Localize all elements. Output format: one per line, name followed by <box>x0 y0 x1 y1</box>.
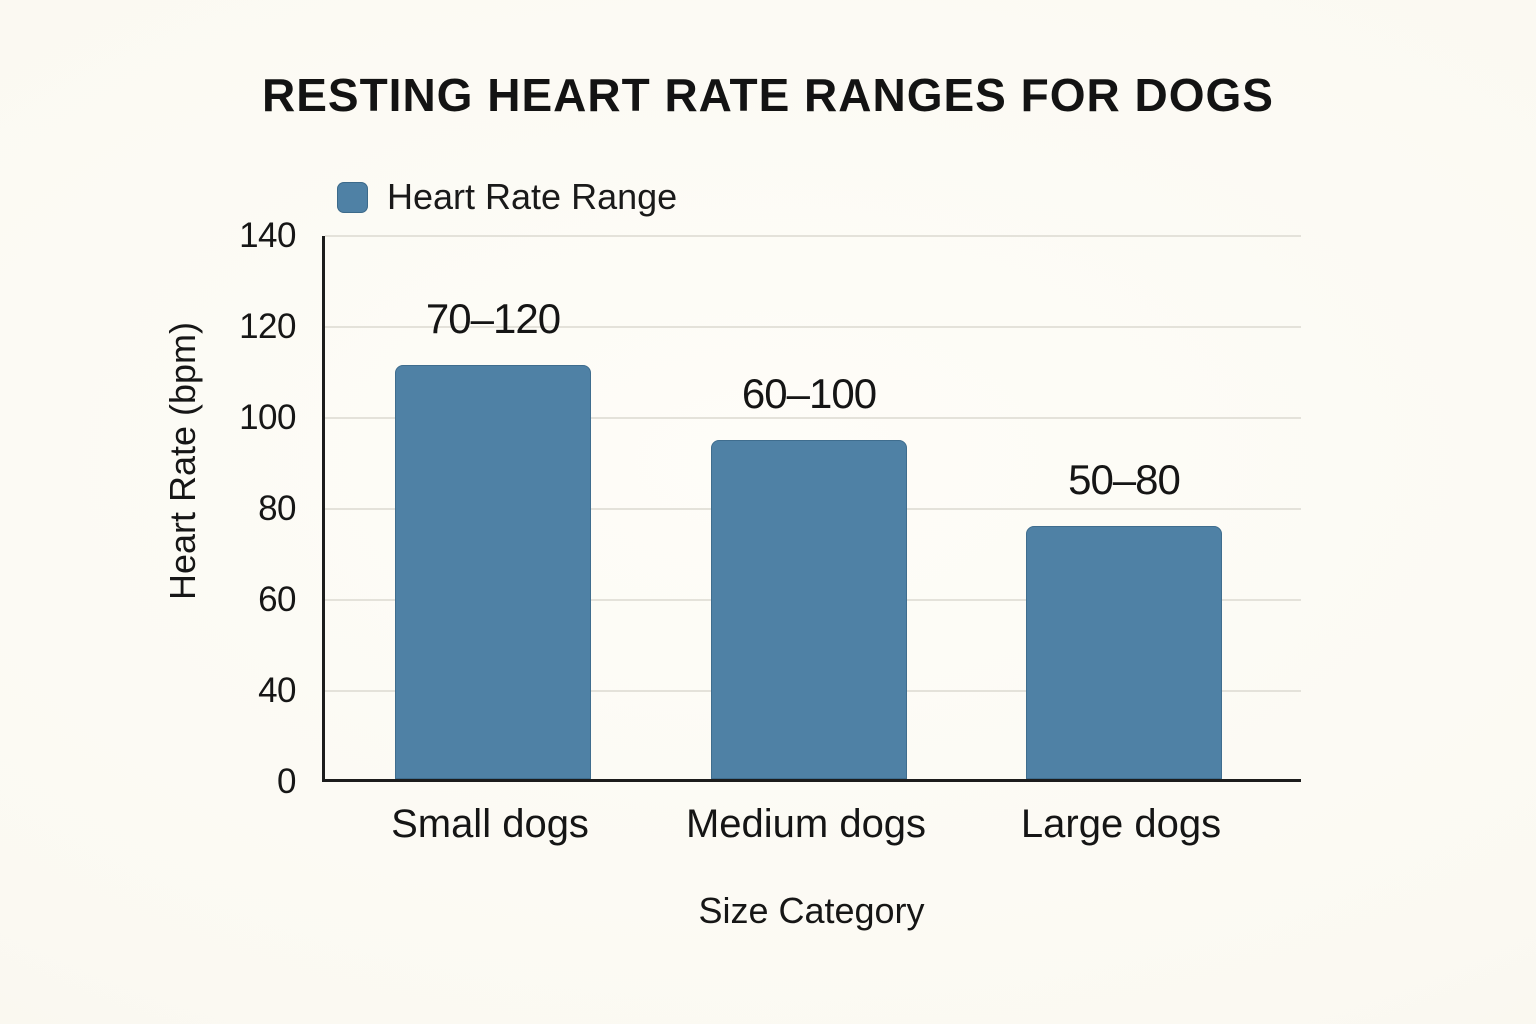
y-tick-label-40: 40 <box>258 671 296 710</box>
y-tick-label-0: 0 <box>277 762 296 801</box>
y-axis-tick-labels: 140 120 100 80 60 40 0 <box>0 216 296 801</box>
y-tick-label-80: 80 <box>258 489 296 528</box>
y-tick-label-100: 100 <box>239 398 296 437</box>
plot-area: 70–120 60–100 50–80 <box>322 235 1301 782</box>
gridline-y-100 <box>325 417 1301 419</box>
y-tick-label-140: 140 <box>239 216 296 255</box>
legend-swatch-icon <box>337 181 368 213</box>
chart-title: RESTING HEART RATE RANGES FOR DOGS <box>262 69 1274 121</box>
bar-small-dogs <box>395 365 591 779</box>
gridline-y-140 <box>325 235 1301 237</box>
x-category-label-small-dogs: Small dogs <box>391 802 589 846</box>
bar-value-label-medium-dogs: 60–100 <box>741 370 877 417</box>
y-tick-label-120: 120 <box>239 307 296 346</box>
bar-medium-dogs <box>711 440 907 779</box>
legend: Heart Rate Range <box>337 176 677 218</box>
bar-value-label-small-dogs: 70–120 <box>425 295 561 342</box>
bar-large-dogs <box>1026 526 1222 779</box>
legend-label: Heart Rate Range <box>387 176 678 217</box>
x-category-label-medium-dogs: Medium dogs <box>685 802 927 846</box>
x-axis-category-labels: Small dogs Medium dogs Large dogs <box>322 802 1301 852</box>
x-axis-title: Size Category <box>698 890 925 931</box>
y-tick-label-60: 60 <box>258 580 296 619</box>
gridline-y-120 <box>325 326 1301 328</box>
x-category-label-large-dogs: Large dogs <box>1020 802 1222 846</box>
bar-value-label-large-dogs: 50–80 <box>1068 456 1181 503</box>
